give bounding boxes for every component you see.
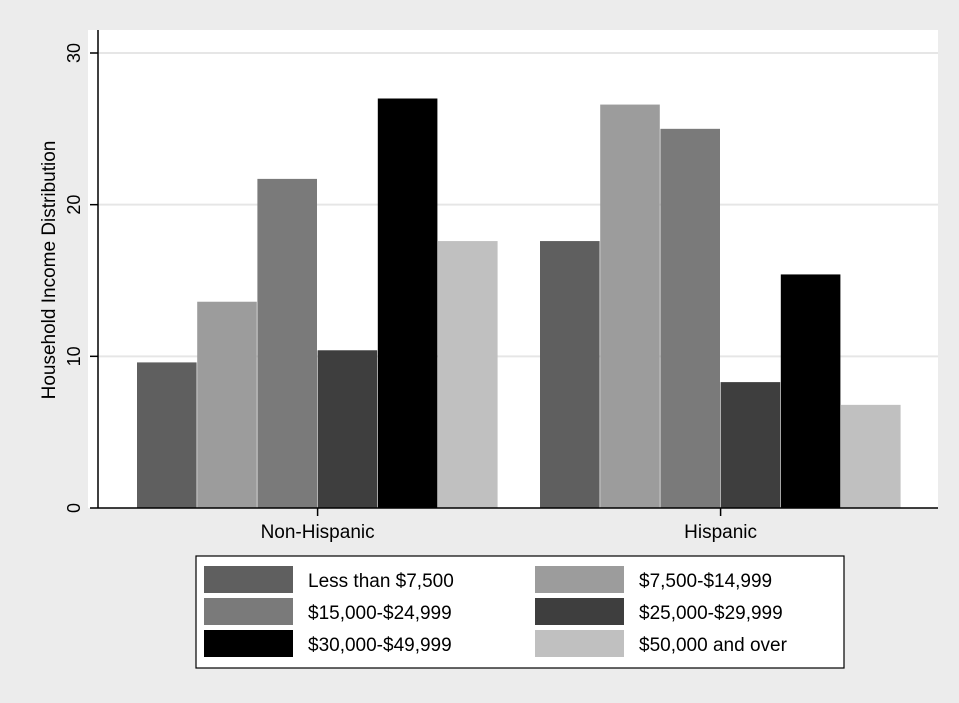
bar — [660, 128, 720, 509]
legend-swatch — [535, 630, 624, 657]
bar — [780, 274, 841, 508]
y-tick-label: 10 — [64, 346, 84, 366]
legend-label: $7,500-$14,999 — [639, 571, 772, 592]
bar — [377, 98, 438, 508]
legend-swatch — [204, 598, 293, 625]
legend-label: $15,000-$24,999 — [308, 603, 452, 624]
x-tick-label: Non-Hispanic — [261, 522, 375, 543]
bar — [600, 104, 660, 509]
axes — [97, 30, 938, 509]
x-ticks: Non-Hispanic Hispanic — [261, 508, 757, 543]
bar — [317, 350, 378, 508]
bar — [540, 241, 600, 509]
y-tick-label: 0 — [64, 503, 84, 513]
legend-label: Less than $7,500 — [308, 571, 454, 592]
bar — [137, 362, 197, 508]
bar — [720, 382, 781, 508]
legend-items: Less than $7,500 $7,500-$14,999 $15,000-$2… — [204, 566, 788, 657]
bars — [137, 98, 901, 509]
legend-swatch — [204, 566, 293, 593]
bar — [197, 301, 257, 508]
legend-box — [195, 555, 845, 669]
y-axis-label: Household Income Distribution — [39, 141, 60, 400]
y-tick-label: 20 — [64, 195, 84, 215]
bar — [841, 404, 901, 508]
legend-swatch — [535, 598, 624, 625]
bar — [257, 178, 317, 508]
legend-swatch — [535, 566, 624, 593]
legend-swatch — [204, 630, 293, 657]
y-tick-label: 30 — [64, 43, 84, 63]
legend-label: $50,000 and over — [639, 635, 788, 656]
y-ticks: 0 10 20 30 — [64, 43, 98, 513]
legend: Less than $7,500 $7,500-$14,999 $15,000-$2… — [195, 555, 845, 669]
legend-label: $30,000-$49,999 — [308, 635, 452, 656]
bar — [438, 241, 498, 509]
x-tick-label: Hispanic — [684, 522, 757, 543]
legend-label: $25,000-$29,999 — [639, 603, 783, 624]
